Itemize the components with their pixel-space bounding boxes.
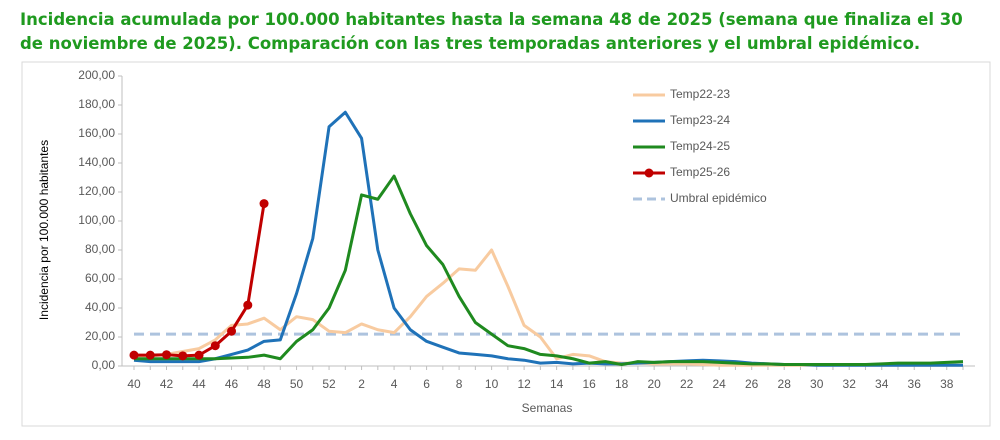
- y-tick-label: 200,00: [78, 68, 115, 82]
- legend-label: Temp25-26: [670, 165, 730, 179]
- point-marker: [162, 350, 172, 360]
- x-tick-label: 12: [517, 377, 531, 391]
- point-marker: [145, 350, 155, 360]
- y-tick-label: 180,00: [78, 97, 115, 111]
- x-tick-label: 52: [322, 377, 336, 391]
- legend-label: Temp22-23: [670, 87, 730, 101]
- legend-label: Umbral epidémico: [670, 191, 767, 205]
- y-tick-label: 160,00: [78, 126, 115, 140]
- y-axis-label: Incidencia por 100.000 habitantes: [37, 140, 51, 320]
- x-tick-label: 26: [745, 377, 759, 391]
- x-tick-label: 28: [778, 377, 792, 391]
- x-tick-label: 24: [712, 377, 726, 391]
- legend-label: Temp24-25: [670, 139, 730, 153]
- y-tick-label: 40,00: [85, 300, 115, 314]
- x-tick-label: 14: [550, 377, 564, 391]
- point-marker: [243, 300, 253, 310]
- x-tick-label: 18: [615, 377, 629, 391]
- y-tick-label: 0,00: [92, 358, 116, 372]
- point-marker: [227, 326, 237, 336]
- chart-title: Incidencia acumulada por 100.000 habitan…: [20, 10, 963, 53]
- y-tick-label: 80,00: [85, 242, 115, 256]
- x-tick-label: 48: [257, 377, 271, 391]
- x-tick-label: 8: [456, 377, 463, 391]
- point-marker: [210, 341, 220, 351]
- x-tick-label: 36: [908, 377, 922, 391]
- x-tick-label: 38: [940, 377, 954, 391]
- point-marker: [178, 351, 188, 361]
- x-tick-label: 40: [127, 377, 141, 391]
- x-tick-label: 20: [647, 377, 661, 391]
- series-line: [134, 248, 963, 367]
- y-tick-label: 140,00: [78, 155, 115, 169]
- x-tick-label: 10: [485, 377, 499, 391]
- x-tick-label: 46: [225, 377, 239, 391]
- legend-label: Temp23-24: [670, 113, 730, 127]
- x-tick-label: 32: [843, 377, 857, 391]
- x-tick-label: 50: [290, 377, 304, 391]
- chart-border: [21, 61, 991, 427]
- point-marker: [129, 350, 139, 360]
- x-tick-label: 42: [160, 377, 174, 391]
- x-tick-label: 2: [358, 377, 365, 391]
- y-tick-label: 100,00: [78, 213, 115, 227]
- y-tick-label: 60,00: [85, 271, 115, 285]
- point-marker: [194, 350, 204, 360]
- y-tick-label: 20,00: [85, 329, 115, 343]
- x-tick-label: 4: [391, 377, 398, 391]
- x-axis-label: Semanas: [522, 401, 573, 415]
- x-tick-label: 30: [810, 377, 824, 391]
- x-tick-label: 44: [192, 377, 206, 391]
- x-tick-label: 22: [680, 377, 694, 391]
- legend-marker: [644, 168, 654, 178]
- x-tick-label: 16: [582, 377, 596, 391]
- point-marker: [259, 199, 269, 209]
- x-tick-label: 34: [875, 377, 889, 391]
- y-tick-label: 120,00: [78, 184, 115, 198]
- x-tick-label: 6: [423, 377, 430, 391]
- series-line: [134, 174, 964, 367]
